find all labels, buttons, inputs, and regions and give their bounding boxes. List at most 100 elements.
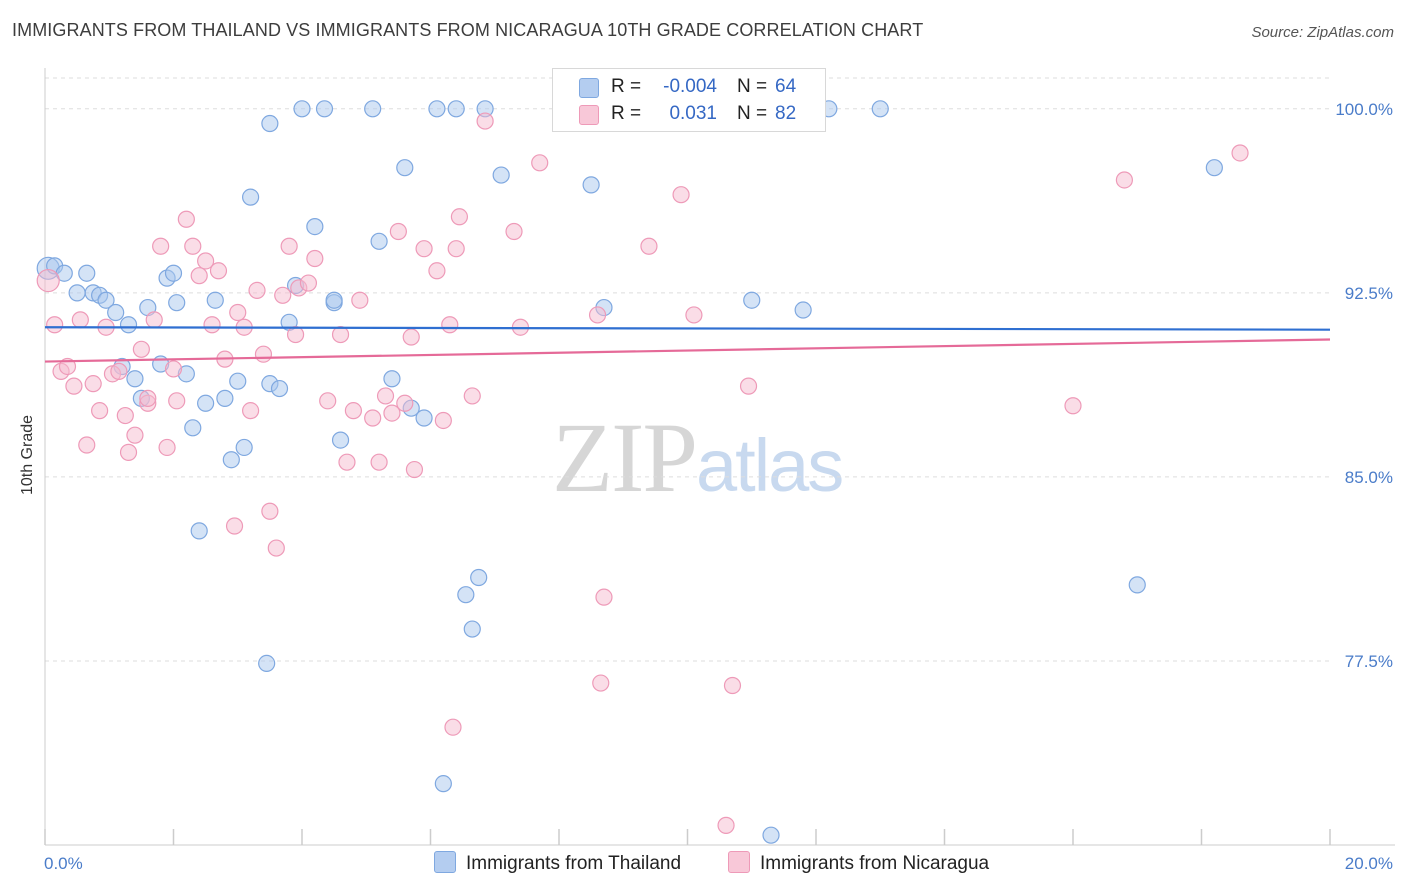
thailand-point [470,568,488,587]
nicaragua-n-value: 82 [775,103,797,124]
thailand-point [415,409,433,427]
thailand-point [107,303,125,322]
nicaragua-point [78,436,96,454]
nicaragua-point [229,303,247,322]
legend-n-label: N = [737,103,768,124]
nicaragua-r-value: 0.031 [669,103,717,124]
label-layer: 77.5% 85.0% 92.5% 100.0% 0.0% 20.0% [44,100,1393,873]
thailand-point [1128,576,1146,594]
nicaragua-point [447,240,465,258]
nicaragua-point [145,311,163,329]
nicaragua-point [415,240,433,258]
thailand-point [383,370,401,388]
nicaragua-point [274,286,292,304]
nicaragua-point [65,377,83,395]
nicaragua-point [261,502,279,520]
nicaragua-point [739,377,758,395]
nicaragua-point [139,389,157,407]
thailand-point [126,370,144,388]
legend-row-thailand: R = -0.004 N = 64 [553,74,825,100]
legend-r-label: R = [611,103,642,124]
nicaragua-point [168,392,186,410]
y-tick-label: 100.0% [1335,100,1393,119]
thailand-point [428,100,446,118]
nicaragua-point [428,262,446,280]
thailand-legend-label: Immigrants from Thailand [466,853,682,874]
nicaragua-legend-swatch [728,851,750,873]
nicaragua-point [203,316,221,334]
thailand-point [206,291,224,309]
nicaragua-point [126,426,144,444]
thailand-point [396,159,414,177]
nicaragua-point [1064,397,1082,415]
nicaragua-point [197,252,215,270]
nicaragua-point [592,674,610,692]
trend-layer [44,326,1331,363]
thailand-point [261,114,279,133]
thailand-point [235,438,253,457]
legend-row-nicaragua: R = 0.031 N = 82 [553,101,825,127]
nicaragua-point [505,222,523,241]
nicaragua-point [434,411,452,430]
thailand-point [447,100,465,118]
thailand-swatch [579,78,599,98]
thailand-trend-line [44,326,1331,331]
nicaragua-point [299,274,318,292]
nicaragua-point [280,237,298,255]
thailand-point [78,264,96,282]
x-tick-label-min: 0.0% [44,854,83,873]
source-credit: Source: ZipAtlas.com [1251,24,1394,41]
points-layer [36,100,1249,844]
legend-r-label: R = [611,76,642,97]
thailand-point [743,291,761,309]
nicaragua-point [84,375,102,393]
nicaragua-point [36,268,60,293]
x-tick-label-max: 20.0% [1345,854,1393,873]
thailand-point [434,775,452,793]
thailand-n-value: 64 [775,76,797,97]
nicaragua-point [402,328,420,346]
nicaragua-point [319,392,337,410]
nicaragua-point [248,281,266,300]
nicaragua-legend-label: Immigrants from Nicaragua [760,853,990,874]
nicaragua-trend-line [44,338,1331,363]
y-tick-label: 92.5% [1345,284,1393,303]
thailand-point [492,166,510,184]
nicaragua-point [444,718,462,736]
thailand-point [190,522,208,540]
thailand-point [216,389,234,407]
nicaragua-point [370,453,388,471]
nicaragua-point [595,588,613,606]
nicaragua-point [344,402,362,420]
nicaragua-point [640,237,658,255]
nicaragua-point [267,539,285,557]
nicaragua-point [306,249,324,268]
nicaragua-swatch [579,105,599,125]
nicaragua-point [351,291,369,309]
nicaragua-point [723,676,742,695]
nicaragua-point [184,237,202,255]
thailand-point [168,294,186,312]
chart-title: IMMIGRANTS FROM THAILAND VS IMMIGRANTS F… [12,20,924,40]
watermark-atlas: atlas [696,424,844,507]
thailand-point [258,654,276,673]
nicaragua-point [58,357,77,376]
thailand-point [242,188,260,206]
legend-n-label: N = [737,76,768,97]
nicaragua-point [225,517,244,535]
bottom-legend-thailand: Immigrants from Thailand [434,851,681,875]
thailand-point [364,100,382,118]
nicaragua-point [152,237,170,255]
nicaragua-point [242,402,260,420]
nicaragua-point [91,402,109,420]
thailand-point [794,301,812,319]
nicaragua-point [463,387,481,405]
nicaragua-point [1231,144,1249,162]
nicaragua-point [588,306,607,324]
thailand-point [293,100,311,118]
watermark: ZIPatlas [552,400,844,515]
nicaragua-point [164,360,183,378]
nicaragua-point [158,438,176,457]
nicaragua-point [717,816,735,834]
nicaragua-point [685,306,703,324]
